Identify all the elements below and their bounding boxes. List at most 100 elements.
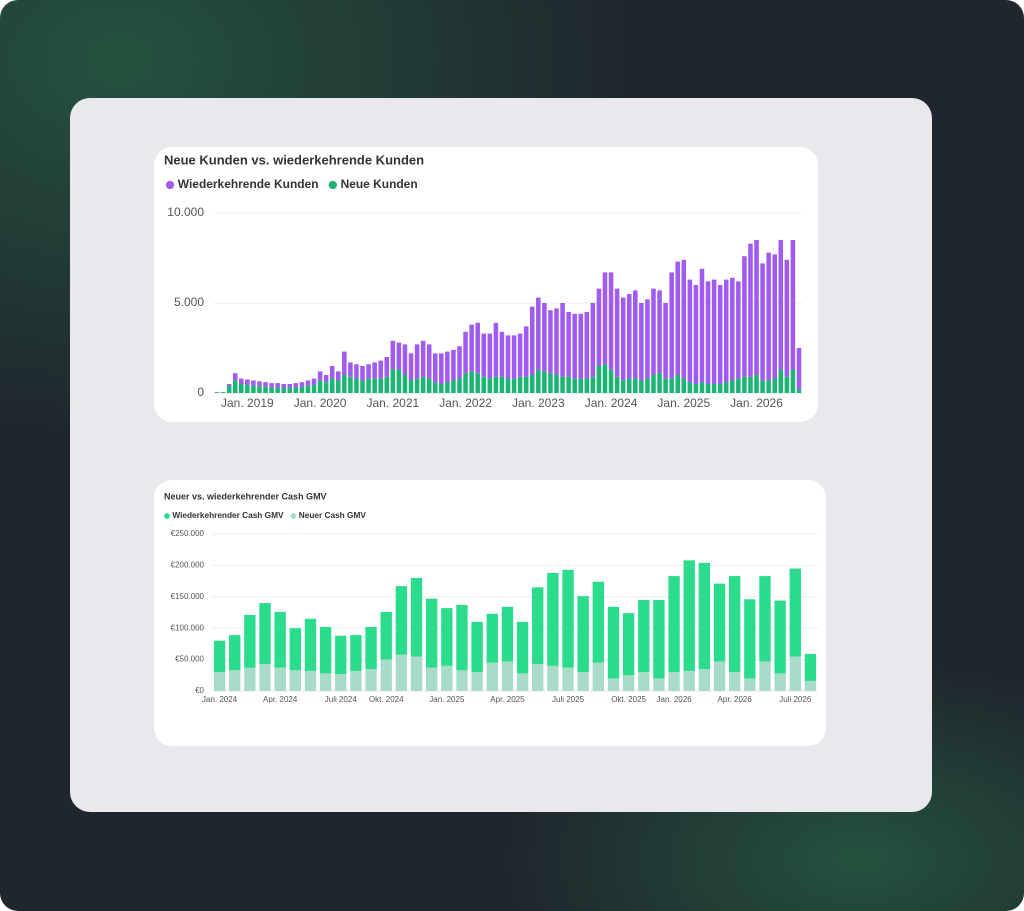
bar-segment [774, 673, 786, 691]
bar-segment [683, 670, 695, 691]
bar-segment [651, 288, 656, 375]
bar-segment [275, 387, 280, 393]
bar-segment [577, 672, 589, 691]
bar-segment [523, 376, 529, 393]
bar-segment [523, 326, 529, 377]
bar-segment [784, 259, 790, 377]
x-tick-label: Juli 2026 [779, 695, 812, 704]
x-tick-label: Jan. 2019 [221, 396, 274, 410]
bar-segment [608, 369, 614, 393]
bar-segment [487, 333, 493, 379]
bar-segment [698, 669, 711, 691]
bar-segment [532, 663, 544, 691]
bar-segment [693, 285, 699, 384]
bar-segment [554, 375, 559, 393]
bar-segment [244, 667, 256, 691]
bar-segment [577, 596, 589, 673]
x-tick-label: Jan. 2021 [366, 396, 419, 410]
bar-segment [410, 577, 423, 657]
bar-segment [501, 661, 514, 691]
bar-segment [675, 375, 681, 393]
bar-segment [669, 272, 674, 379]
bar-segment [378, 360, 383, 379]
x-tick-label: Jan. 2026 [657, 695, 693, 704]
bar-segment [229, 670, 241, 691]
bar-segment [426, 378, 432, 393]
bar-segment [633, 378, 638, 393]
bar-segment [426, 344, 432, 379]
bar-segment [614, 288, 620, 377]
bar-segment [590, 303, 596, 377]
bar-segment [560, 303, 565, 377]
bar-segment [456, 604, 468, 671]
bar-segment [402, 375, 408, 393]
bar-segment [607, 678, 620, 691]
bar-segment [384, 357, 390, 377]
bar-segment [365, 626, 377, 670]
bar-segment [622, 613, 635, 676]
bar-segment [536, 297, 541, 370]
bar-segment [281, 384, 286, 388]
bar-segment [323, 375, 329, 383]
bar-segment [245, 384, 250, 393]
bar-segment [578, 378, 584, 393]
x-tick-label: Jan. 2020 [294, 396, 347, 410]
bar-segment [711, 384, 717, 393]
bar-segment [639, 380, 644, 393]
bar-segment [663, 303, 668, 379]
bar-segment [542, 303, 547, 372]
bar-segment [562, 569, 574, 668]
y-tick-label: €150.000 [171, 592, 205, 601]
x-tick-label: Okt. 2024 [369, 695, 404, 704]
bar-segment [517, 333, 523, 377]
x-tick-label: Juli 2024 [325, 695, 358, 704]
bar-segment [335, 380, 341, 393]
bar-segment [638, 599, 650, 673]
bar-segment [602, 364, 608, 393]
bar-segment [319, 673, 332, 691]
bar-segment [614, 376, 620, 393]
bar-segment [274, 667, 286, 691]
x-tick-label: Apr. 2026 [718, 695, 753, 704]
bar-segment [396, 342, 402, 370]
bar-segment [566, 312, 571, 377]
bar-segment [754, 375, 759, 393]
bar-segment [378, 378, 383, 393]
bar-segment [251, 385, 256, 393]
bar-segment [713, 661, 726, 691]
bar-segment [244, 615, 256, 668]
bar-segment [263, 382, 268, 387]
bar-segment [350, 670, 362, 691]
x-tick-label: Apr. 2025 [490, 695, 525, 704]
bar-segment [759, 576, 771, 662]
bar-segment [790, 369, 796, 393]
bar-segment [499, 376, 505, 393]
bar-segment [592, 581, 605, 663]
bar-segment [717, 384, 723, 393]
bar-segment [638, 672, 650, 691]
bar-segment [693, 384, 699, 393]
bar-segment [481, 333, 487, 377]
bar-segment [445, 382, 450, 393]
bar-segment [683, 560, 695, 671]
y-tick-label: 5.000 [174, 295, 204, 309]
bar-segment [475, 322, 480, 374]
bar-segment [360, 366, 365, 381]
bar-segment [354, 378, 359, 393]
x-tick-label: Jan. 2024 [202, 695, 238, 704]
bar-segment [269, 383, 274, 388]
bar-segment [390, 369, 396, 393]
bar-segment [289, 628, 302, 671]
bar-segment [420, 340, 426, 377]
bar-segment [744, 678, 756, 691]
bar-segment [471, 672, 483, 691]
x-tick-label: Jan. 2026 [730, 396, 783, 410]
bar-segment [293, 387, 299, 393]
bar-segment [213, 672, 226, 691]
bar-segment [548, 373, 553, 393]
y-tick-label: €50.000 [175, 655, 204, 664]
bar-segment [445, 351, 450, 383]
bar-segment [410, 656, 423, 691]
bar-segment [213, 640, 226, 673]
bar-segment [348, 362, 353, 377]
